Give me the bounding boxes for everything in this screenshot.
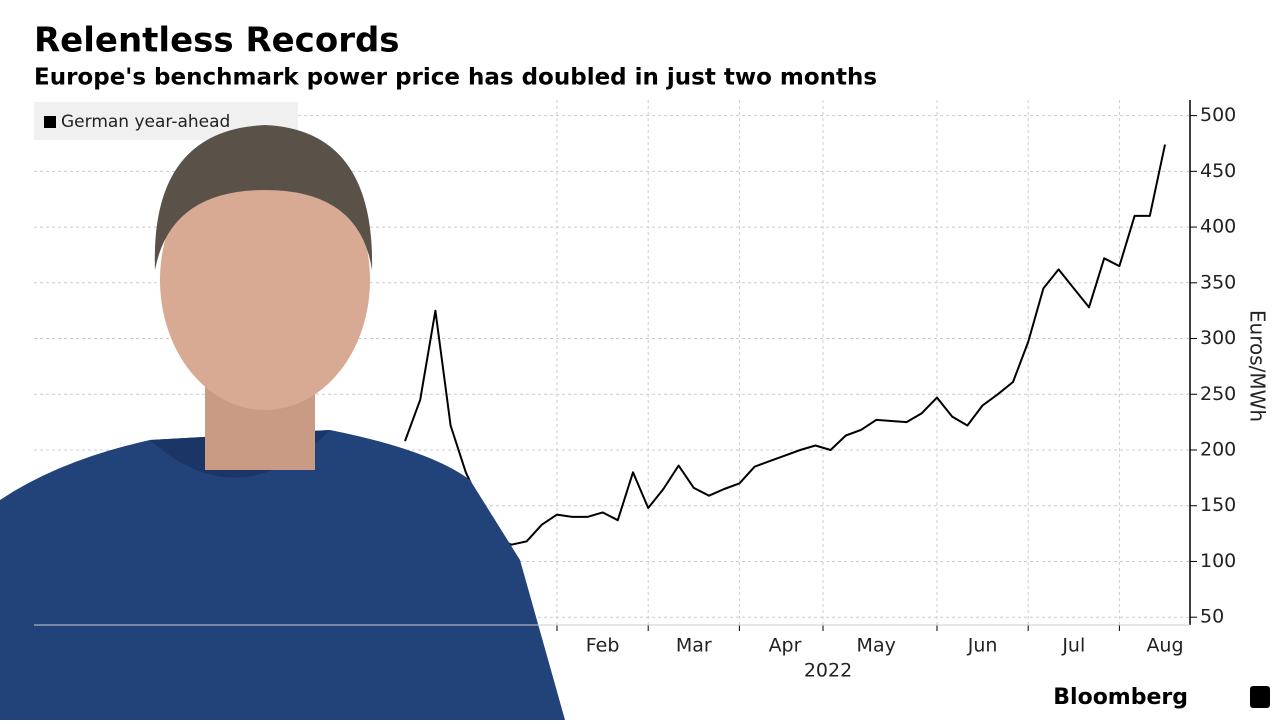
y-tick-label: 450 xyxy=(1200,160,1236,182)
source-logo: Bloomberg xyxy=(1053,685,1188,710)
y-tick-label: 150 xyxy=(1200,494,1236,516)
y-tick-label: 200 xyxy=(1200,439,1236,461)
x-tick-label: Aug xyxy=(1146,635,1183,657)
x-tick-label: Apr xyxy=(769,635,802,657)
chart-subtitle: Europe's benchmark power price has doubl… xyxy=(34,65,877,91)
line-series xyxy=(404,144,1166,546)
y-tick-label: 100 xyxy=(1200,550,1236,572)
x-tick-label: Mar xyxy=(676,635,712,657)
y-tick-label: 400 xyxy=(1200,216,1236,238)
x-tick-label: Jul xyxy=(1061,635,1085,657)
plot xyxy=(404,144,1166,546)
chart-title: Relentless Records xyxy=(34,21,400,61)
legend-swatch xyxy=(44,116,56,128)
x-tick-label: May xyxy=(857,635,896,657)
face xyxy=(160,150,370,410)
legend-label: German year-ahead xyxy=(61,112,230,132)
x-tick-label: Jun xyxy=(967,635,998,657)
sweater xyxy=(0,430,565,720)
logo-icon xyxy=(1250,686,1270,708)
x-tick-label: Feb xyxy=(586,635,620,657)
x-axis-label: 2022 xyxy=(804,660,852,682)
y-tick-label: 250 xyxy=(1200,383,1236,405)
y-tick-label: 50 xyxy=(1200,606,1224,628)
y-tick-label: 300 xyxy=(1200,327,1236,349)
y-tick-label: 350 xyxy=(1200,271,1236,293)
photo-overlay xyxy=(0,125,565,720)
y-axis-label: Euros/MWh xyxy=(1246,310,1270,422)
y-tick-label: 500 xyxy=(1200,104,1236,126)
hair xyxy=(154,125,373,270)
